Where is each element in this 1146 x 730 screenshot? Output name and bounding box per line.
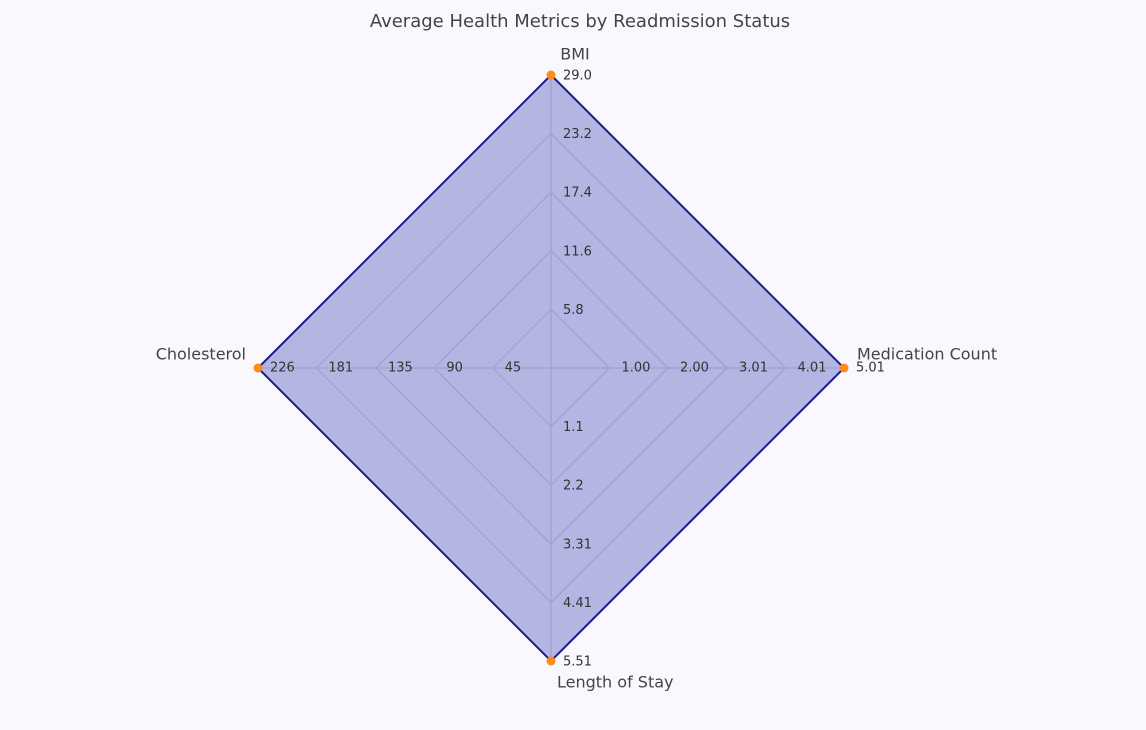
tick-label: 135 (388, 361, 413, 376)
data-point (839, 363, 849, 373)
tick-label: 1.1 (563, 420, 584, 435)
tick-label: 45 (505, 361, 522, 376)
tick-label: 5.8 (563, 303, 584, 318)
tick-label: 11.6 (563, 244, 592, 259)
tick-label: 1.00 (621, 361, 650, 376)
axis-label: Cholesterol (156, 345, 246, 364)
axis-label: Medication Count (857, 345, 997, 364)
tick-label: 3.31 (563, 538, 592, 553)
tick-label: 2.00 (680, 361, 709, 376)
tick-label: 4.01 (798, 361, 827, 376)
tick-label: 181 (328, 361, 353, 376)
data-point (253, 363, 263, 373)
tick-label: 23.2 (563, 127, 592, 142)
data-point (546, 656, 556, 666)
tick-label: 29.0 (563, 69, 592, 84)
tick-label: 5.51 (563, 655, 592, 670)
axis-label: BMI (560, 45, 590, 64)
axis-label: Length of Stay (557, 673, 673, 692)
tick-label: 2.2 (563, 478, 584, 493)
tick-label: 17.4 (563, 186, 592, 201)
tick-label: 226 (270, 361, 295, 376)
data-point (546, 70, 556, 80)
tick-label: 5.01 (856, 361, 885, 376)
chart-title: Average Health Metrics by Readmission St… (370, 11, 790, 32)
tick-label: 90 (446, 361, 463, 376)
tick-label: 3.01 (739, 361, 768, 376)
tick-label: 4.41 (563, 596, 592, 611)
